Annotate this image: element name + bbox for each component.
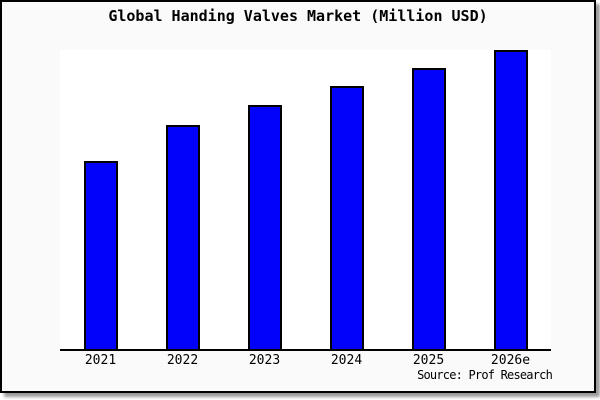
x-tick-label-2026e: 2026e xyxy=(490,353,531,368)
bar-2021 xyxy=(84,160,118,349)
x-tick-label-2024: 2024 xyxy=(330,353,363,368)
bar-2024 xyxy=(330,85,364,349)
x-tick-label-2021: 2021 xyxy=(84,353,117,368)
chart-title: Global Handing Valves Market (Million US… xyxy=(108,7,488,25)
bar-2026e xyxy=(494,50,528,349)
source-credit: Source: Prof Research xyxy=(417,368,553,382)
plot-area xyxy=(60,50,551,351)
x-tick-label-2022: 2022 xyxy=(166,353,199,368)
bar-2022 xyxy=(166,124,200,349)
x-tick-label-2025: 2025 xyxy=(412,353,445,368)
chart-frame: Global Handing Valves Market (Million US… xyxy=(0,0,596,393)
bar-2023 xyxy=(248,105,282,349)
x-tick-label-2023: 2023 xyxy=(248,353,281,368)
bar-2025 xyxy=(412,67,446,349)
